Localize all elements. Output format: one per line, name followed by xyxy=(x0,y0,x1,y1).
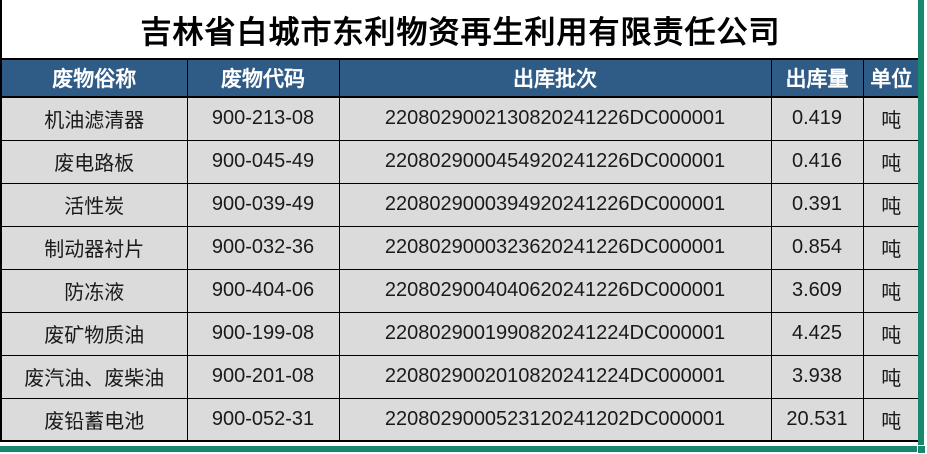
cell-unit[interactable]: 吨 xyxy=(862,397,921,442)
cell-batch[interactable]: 2208029002130820241226DC000001 xyxy=(338,96,772,141)
selection-fill-handle[interactable] xyxy=(917,445,926,454)
cell-unit[interactable]: 吨 xyxy=(862,311,921,356)
table-row: 废铅蓄电池 900-052-31 2208029000523120241202D… xyxy=(0,397,921,442)
sheet-title[interactable]: 吉林省白城市东利物资再生利用有限责任公司 xyxy=(0,0,919,58)
cell-qty[interactable]: 0.419 xyxy=(770,96,864,141)
selection-border-bottom[interactable] xyxy=(0,446,918,452)
cell-name[interactable]: 废电路板 xyxy=(0,139,188,184)
cell-code[interactable]: 900-039-49 xyxy=(186,182,340,227)
cell-name[interactable]: 废矿物质油 xyxy=(0,311,188,356)
header-row: 废物俗称 废物代码 出库批次 出库量 单位 xyxy=(0,58,921,98)
cell-code[interactable]: 900-213-08 xyxy=(186,96,340,141)
cell-qty[interactable]: 3.609 xyxy=(770,268,864,313)
cell-qty[interactable]: 0.854 xyxy=(770,225,864,270)
waste-table: 废物俗称 废物代码 出库批次 出库量 单位 机油滤清器 900-213-08 2… xyxy=(0,58,921,442)
cell-code[interactable]: 900-199-08 xyxy=(186,311,340,356)
cell-code[interactable]: 900-201-08 xyxy=(186,354,340,399)
header-cell-name[interactable]: 废物俗称 xyxy=(0,58,188,98)
cell-unit[interactable]: 吨 xyxy=(862,354,921,399)
cell-batch[interactable]: 2208029001990820241224DC000001 xyxy=(338,311,772,356)
cell-qty[interactable]: 4.425 xyxy=(770,311,864,356)
table-row: 防冻液 900-404-06 2208029004040620241226DC0… xyxy=(0,268,921,313)
cell-unit[interactable]: 吨 xyxy=(862,225,921,270)
table-row: 废电路板 900-045-49 2208029000454920241226DC… xyxy=(0,139,921,184)
cell-code[interactable]: 900-045-49 xyxy=(186,139,340,184)
selection-border-right[interactable] xyxy=(918,0,924,448)
cell-name[interactable]: 活性炭 xyxy=(0,182,188,227)
cell-unit[interactable]: 吨 xyxy=(862,268,921,313)
cell-qty[interactable]: 20.531 xyxy=(770,397,864,442)
cell-name[interactable]: 机油滤清器 xyxy=(0,96,188,141)
table-row: 机油滤清器 900-213-08 2208029002130820241226D… xyxy=(0,96,921,141)
cell-batch[interactable]: 2208029000454920241226DC000001 xyxy=(338,139,772,184)
cell-code[interactable]: 900-032-36 xyxy=(186,225,340,270)
cell-code[interactable]: 900-404-06 xyxy=(186,268,340,313)
table-row: 制动器衬片 900-032-36 2208029000323620241226D… xyxy=(0,225,921,270)
waste-outbound-table: 吉林省白城市东利物资再生利用有限责任公司 废物俗称 废物代码 出库批次 出库量 … xyxy=(0,0,921,442)
table-row: 活性炭 900-039-49 2208029000394920241226DC0… xyxy=(0,182,921,227)
cell-name[interactable]: 废铅蓄电池 xyxy=(0,397,188,442)
header-cell-code[interactable]: 废物代码 xyxy=(186,58,340,98)
cell-code[interactable]: 900-052-31 xyxy=(186,397,340,442)
cell-unit[interactable]: 吨 xyxy=(862,182,921,227)
cell-name[interactable]: 制动器衬片 xyxy=(0,225,188,270)
cell-qty[interactable]: 0.416 xyxy=(770,139,864,184)
cell-batch[interactable]: 2208029002010820241224DC000001 xyxy=(338,354,772,399)
cell-batch[interactable]: 2208029000394920241226DC000001 xyxy=(338,182,772,227)
cell-batch[interactable]: 2208029000523120241202DC000001 xyxy=(338,397,772,442)
header-cell-unit[interactable]: 单位 xyxy=(862,58,921,98)
cell-qty[interactable]: 0.391 xyxy=(770,182,864,227)
cell-batch[interactable]: 2208029004040620241226DC000001 xyxy=(338,268,772,313)
cell-name[interactable]: 废汽油、废柴油 xyxy=(0,354,188,399)
cell-unit[interactable]: 吨 xyxy=(862,96,921,141)
cell-unit[interactable]: 吨 xyxy=(862,139,921,184)
table-row: 废矿物质油 900-199-08 2208029001990820241224D… xyxy=(0,311,921,356)
table-row: 废汽油、废柴油 900-201-08 220802900201082024122… xyxy=(0,354,921,399)
cell-qty[interactable]: 3.938 xyxy=(770,354,864,399)
cell-name[interactable]: 防冻液 xyxy=(0,268,188,313)
header-cell-batch[interactable]: 出库批次 xyxy=(338,58,772,98)
header-cell-qty[interactable]: 出库量 xyxy=(770,58,864,98)
cell-batch[interactable]: 2208029000323620241226DC000001 xyxy=(338,225,772,270)
